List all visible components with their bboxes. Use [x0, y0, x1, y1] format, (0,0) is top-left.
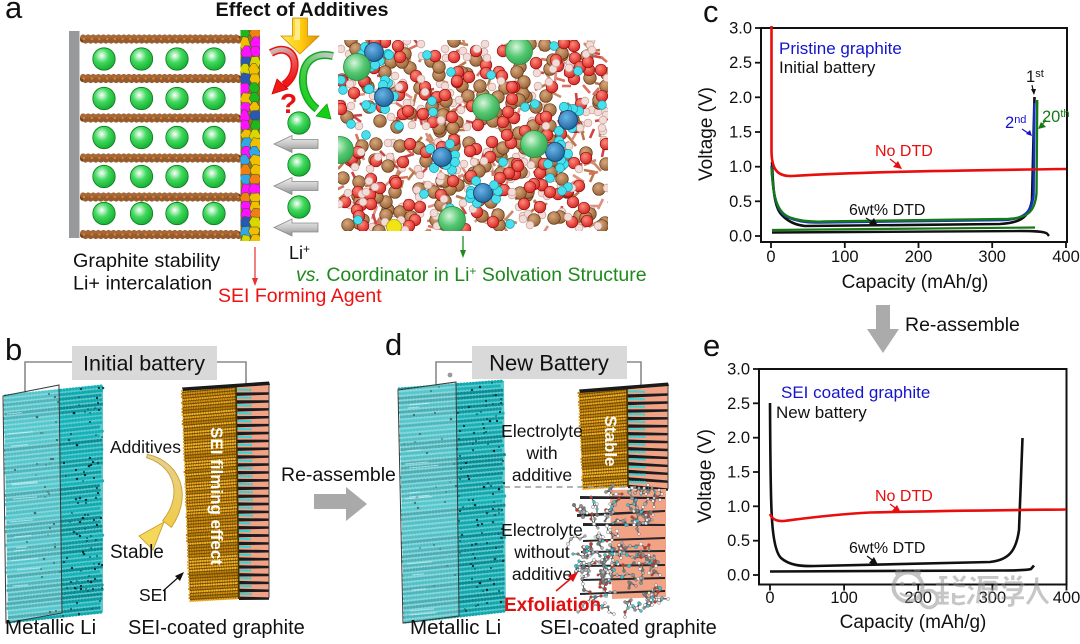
svg-text:SEI-coated graphite: SEI-coated graphite — [128, 617, 305, 639]
svg-text:Exfoliation: Exfoliation — [504, 595, 601, 616]
svg-text:?: ? — [280, 88, 297, 119]
svg-text:a: a — [5, 0, 23, 25]
svg-text:0.5: 0.5 — [727, 532, 750, 550]
svg-text:No DTD: No DTD — [875, 488, 933, 505]
svg-text:200: 200 — [905, 248, 933, 266]
svg-text:Initial battery: Initial battery — [83, 352, 205, 376]
svg-text:SEI Forming Agent: SEI Forming Agent — [218, 285, 382, 307]
svg-text:Stable: Stable — [601, 415, 620, 466]
svg-text:1.0: 1.0 — [729, 158, 752, 176]
svg-text:e: e — [703, 328, 720, 363]
svg-text:Re-assemble: Re-assemble — [281, 464, 396, 486]
svg-text:0.0: 0.0 — [727, 567, 750, 585]
svg-text:400: 400 — [1053, 589, 1080, 607]
svg-text:3.0: 3.0 — [727, 361, 750, 379]
svg-text:1.0: 1.0 — [727, 498, 750, 516]
svg-text:2.5: 2.5 — [729, 54, 752, 72]
svg-text:d: d — [385, 327, 402, 362]
svg-text:Metallic Li: Metallic Li — [410, 616, 501, 639]
svg-text:SEI coated graphite: SEI coated graphite — [781, 383, 930, 402]
svg-text:Li+ intercalation: Li+ intercalation — [73, 273, 212, 295]
svg-text:Metallic Li: Metallic Li — [5, 616, 96, 639]
svg-text:2.0: 2.0 — [727, 429, 750, 447]
svg-text:additive: additive — [512, 564, 572, 584]
svg-text:100: 100 — [831, 248, 859, 266]
svg-text:1.5: 1.5 — [729, 124, 752, 142]
svg-text:6wt% DTD: 6wt% DTD — [849, 540, 925, 557]
svg-text:b: b — [5, 332, 22, 367]
svg-text:2.5: 2.5 — [727, 395, 750, 413]
svg-text:vs. Coordinator in Li+ Solvati: vs. Coordinator in Li+ Solvation Structu… — [296, 264, 647, 286]
svg-text:SEI filming effect: SEI filming effect — [207, 427, 226, 565]
svg-text:additive: additive — [512, 465, 572, 485]
svg-text:Electrolyte: Electrolyte — [501, 421, 583, 441]
svg-text:2.0: 2.0 — [729, 89, 752, 107]
svg-text:0: 0 — [766, 248, 775, 266]
svg-text:Stable: Stable — [110, 542, 164, 563]
svg-text:Graphite stability: Graphite stability — [73, 250, 220, 272]
svg-text:Initial battery: Initial battery — [779, 58, 876, 77]
svg-text:without: without — [513, 542, 570, 562]
svg-text:Electrolyte: Electrolyte — [501, 520, 583, 540]
svg-text:100: 100 — [830, 589, 858, 607]
svg-text:Effect of Additives: Effect of Additives — [216, 0, 389, 21]
svg-text:SEI-coated graphite: SEI-coated graphite — [540, 617, 717, 639]
svg-text:SEI: SEI — [139, 585, 167, 605]
svg-text:0.0: 0.0 — [729, 228, 752, 246]
svg-text:No DTD: No DTD — [875, 143, 933, 160]
svg-text:Voltage (V): Voltage (V) — [695, 429, 716, 523]
svg-text:Capacity (mAh/g): Capacity (mAh/g) — [840, 612, 987, 633]
svg-text:New Battery: New Battery — [489, 351, 609, 376]
svg-text:6wt% DTD: 6wt% DTD — [849, 202, 925, 219]
svg-text:0.5: 0.5 — [729, 193, 752, 211]
svg-text:1.5: 1.5 — [727, 464, 750, 482]
svg-text:Additives: Additives — [110, 437, 181, 457]
svg-text:Capacity (mAh/g): Capacity (mAh/g) — [842, 272, 989, 293]
svg-text:with: with — [525, 443, 557, 463]
svg-text:Re-assemble: Re-assemble — [905, 314, 1020, 336]
svg-text:Pristine graphite: Pristine graphite — [779, 39, 902, 58]
svg-text:c: c — [703, 0, 719, 29]
svg-text:0: 0 — [765, 589, 774, 607]
svg-text:Voltage (V): Voltage (V) — [696, 87, 717, 181]
svg-text:300: 300 — [978, 248, 1006, 266]
svg-text:3.0: 3.0 — [729, 20, 752, 38]
svg-text:400: 400 — [1052, 248, 1080, 266]
svg-text:New battery: New battery — [776, 403, 867, 422]
